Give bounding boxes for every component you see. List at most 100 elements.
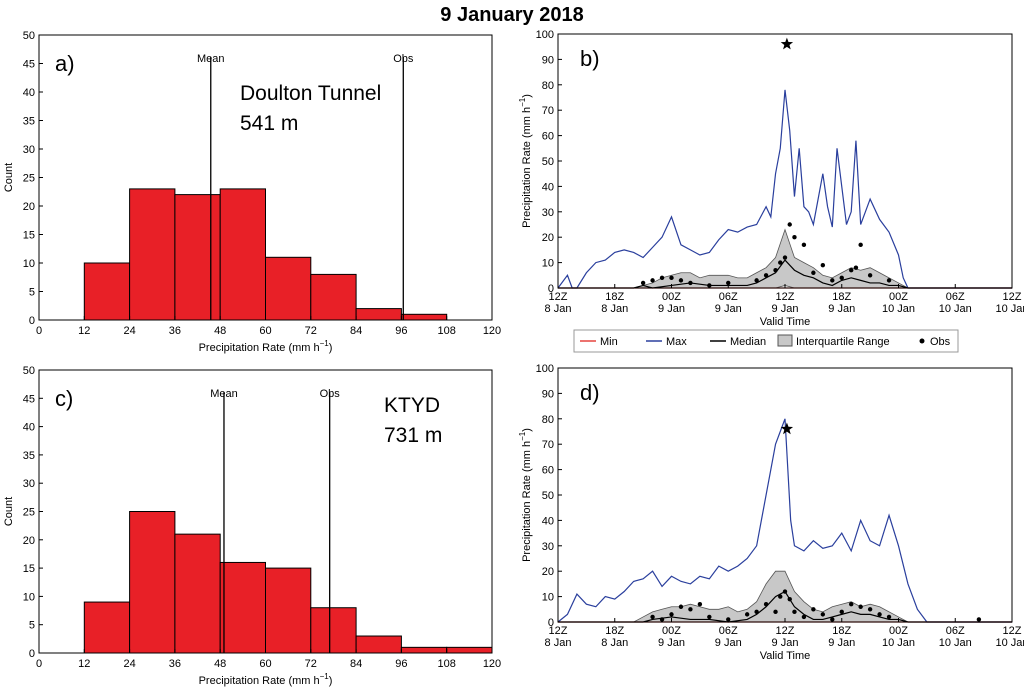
x-tick-label: 12Z (1003, 625, 1022, 637)
y-tick-label: 20 (23, 535, 35, 547)
histogram-bar (129, 511, 176, 654)
x-tick-label: 24 (123, 658, 135, 670)
y-tick-label: 40 (23, 87, 35, 99)
obs-point (849, 268, 854, 273)
obs-point (811, 270, 816, 275)
panel-label: d) (580, 380, 600, 405)
x-tick-date: 10 Jan (939, 637, 972, 649)
x-tick-label: 00Z (889, 291, 908, 303)
x-tick-date: 10 Jan (939, 303, 972, 315)
histogram-bar (355, 635, 402, 654)
obs-point (886, 278, 892, 283)
x-tick-date: 9 Jan (772, 303, 799, 315)
histogram-bar (355, 308, 402, 321)
site-name: Doulton Tunnel (240, 82, 381, 105)
obs-label: Obs (393, 53, 414, 65)
panel-label: a) (55, 51, 75, 76)
panel-a-histogram: 0 12 24 36 48 60 72 84 96 108 120 0 5 10 15 20 25 30 35 40 4… (3, 30, 501, 354)
histogram-bar (265, 256, 312, 321)
y-tick-label: 0 (29, 315, 35, 327)
obs-point (858, 604, 863, 609)
y-tick-label: 50 (23, 30, 35, 42)
y-tick-label: 40 (542, 181, 554, 193)
panel-c-histogram: 0 12 24 36 48 60 72 84 96 108 120 0 5 10 15 20 25 30 35 40 4… (3, 365, 501, 687)
x-tick-date: 10 Jan (995, 303, 1024, 315)
obs-point (877, 612, 882, 617)
obs-point (707, 614, 712, 620)
y-tick-label: 45 (23, 393, 35, 405)
x-tick-label: 00Z (889, 625, 908, 637)
x-tick-date: 9 Jan (658, 303, 685, 315)
y-tick-label: 35 (23, 116, 35, 128)
obs-point (650, 614, 655, 620)
histogram-bar (265, 567, 312, 654)
y-tick-label: 80 (542, 80, 554, 92)
x-tick-label: 60 (259, 325, 271, 337)
obs-point (773, 609, 778, 615)
max-line (557, 418, 1012, 623)
y-tick-label: 30 (23, 478, 35, 490)
obs-point (688, 607, 693, 612)
y-tick-label: 10 (542, 258, 554, 270)
obs-point (839, 609, 844, 615)
obs-point (976, 617, 982, 622)
star-marker (780, 422, 794, 435)
x-tick-label: 12 (78, 325, 90, 337)
panel-label: c) (55, 386, 73, 411)
y-tick-label: 20 (23, 201, 35, 213)
x-tick-date: 8 Jan (601, 303, 628, 315)
histogram-bar (174, 533, 221, 654)
obs-point (778, 260, 783, 265)
y-tick-label: 20 (542, 232, 554, 244)
obs-point (782, 589, 788, 594)
obs-point (707, 283, 712, 288)
y-tick-label: 5 (29, 620, 35, 632)
y-tick-label: 15 (23, 563, 35, 575)
obs-point (858, 242, 863, 248)
y-tick-label: 0 (29, 648, 35, 660)
obs-point (754, 609, 759, 615)
x-tick-label: 24 (123, 325, 135, 337)
y-tick-label: 90 (542, 388, 554, 400)
x-tick-label: 12Z (1003, 291, 1022, 303)
obs-point (763, 273, 769, 278)
y-tick-label: 25 (23, 507, 35, 519)
obs-point (830, 278, 835, 283)
y-tick-label: 30 (23, 144, 35, 156)
x-tick-label: 12Z (549, 291, 568, 303)
obs-point (778, 594, 783, 599)
mean-label: Mean (197, 53, 225, 65)
x-tick-date: 9 Jan (715, 303, 742, 315)
y-tick-label: 10 (23, 258, 35, 270)
x-tick-label: 96 (395, 658, 407, 670)
y-tick-label: 0 (548, 617, 554, 629)
y-tick-label: 90 (542, 54, 554, 66)
y-tick-label: 40 (542, 515, 554, 527)
y-axis-label: Count (3, 497, 15, 526)
obs-point (820, 262, 826, 268)
obs-point (792, 235, 797, 240)
obs-point (697, 602, 703, 607)
y-tick-label: 10 (23, 591, 35, 603)
x-tick-date: 8 Jan (545, 637, 572, 649)
obs-point (744, 612, 750, 617)
x-tick-label: 06Z (946, 625, 965, 637)
obs-point (867, 607, 873, 612)
y-tick-label: 15 (23, 230, 35, 242)
obs-point (678, 278, 684, 283)
site-elevation: 731 m (384, 424, 442, 447)
mean-label: Mean (210, 388, 238, 400)
x-axis-label: Valid Time (760, 316, 811, 328)
obs-point (763, 602, 769, 607)
histogram-bar (129, 188, 176, 321)
legend-max-label: Max (666, 336, 687, 348)
obs-point (782, 255, 788, 260)
y-tick-label: 45 (23, 59, 35, 71)
obs-point (849, 602, 854, 607)
y-tick-label: 50 (23, 365, 35, 377)
obs-point (839, 275, 844, 281)
legend-iqr-swatch (777, 334, 793, 347)
obs-point (688, 280, 693, 286)
x-tick-label: 06Z (719, 291, 738, 303)
x-tick-label: 36 (169, 658, 181, 670)
